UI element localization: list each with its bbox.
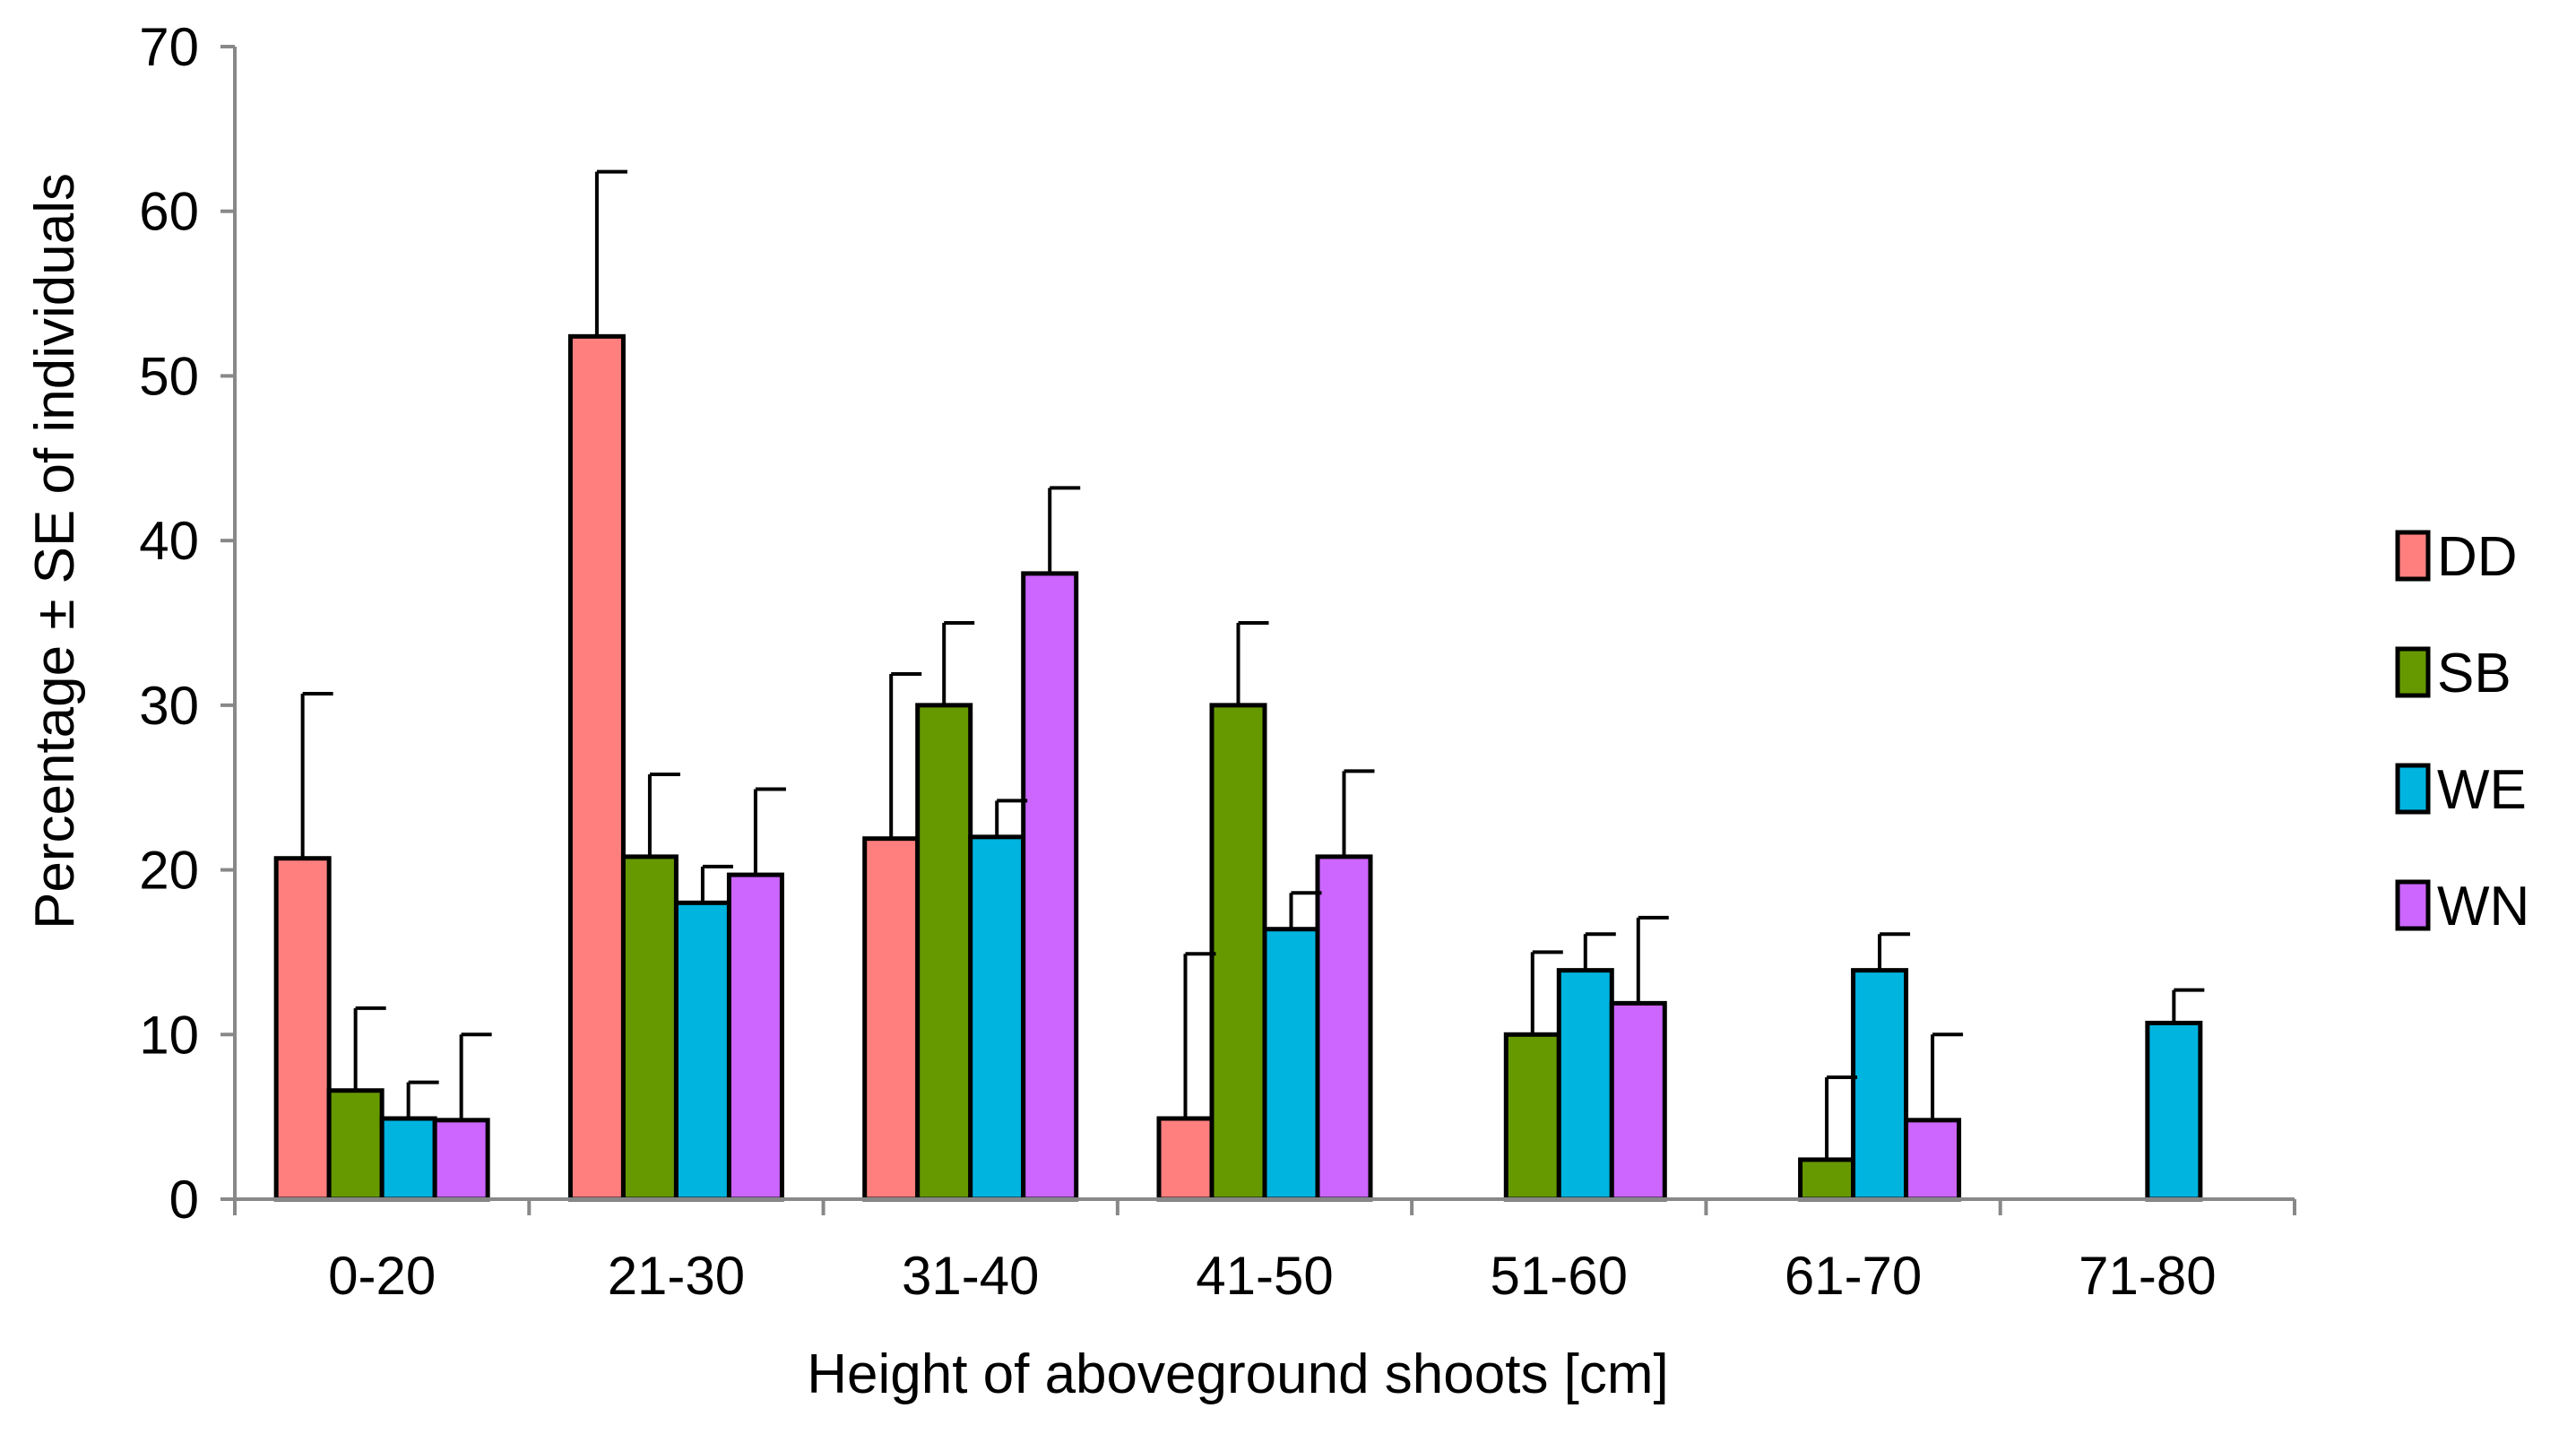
- y-tick-label: 40: [139, 511, 199, 571]
- y-ticks-group: 0 10 20 30 40 50 60 70: [139, 17, 235, 1230]
- bar-dd: [1156, 1116, 1215, 1202]
- y-tick-label: 10: [139, 1005, 199, 1065]
- bar-we: [968, 834, 1026, 1202]
- legend-label-wn: WN: [2437, 876, 2529, 937]
- bars-group: [273, 333, 2203, 1202]
- bar-sb: [1209, 703, 1267, 1202]
- bar-sb: [915, 703, 973, 1202]
- bar-wn: [1021, 571, 1079, 1202]
- y-tick-label: 60: [139, 182, 199, 242]
- legend-swatch-we: [2395, 763, 2431, 815]
- legend-swatch-wn: [2395, 879, 2431, 931]
- x-tick-label: 31-40: [902, 1246, 1039, 1306]
- bar-wn: [1904, 1118, 1962, 1202]
- bar-sb: [620, 854, 679, 1202]
- y-tick-label: 50: [139, 346, 199, 406]
- bar-sb: [326, 1088, 385, 1202]
- bar-we: [1556, 968, 1614, 1202]
- bar-we: [379, 1116, 437, 1202]
- legend: DD SB WE WN: [2395, 526, 2529, 937]
- bar-we: [1262, 927, 1320, 1202]
- y-tick-label: 20: [139, 841, 199, 901]
- bar-sb: [1798, 1157, 1856, 1202]
- bar-wn: [1609, 1000, 1667, 1202]
- x-tick-label: 41-50: [1196, 1246, 1333, 1306]
- x-ticks-group: 0-20 21-30 31-40 41-50 51-60 61-70 71-80: [233, 1199, 2296, 1306]
- x-tick-label: 71-80: [2079, 1246, 2216, 1306]
- bar-we: [2145, 1020, 2203, 1202]
- legend-swatch-sb: [2395, 646, 2431, 698]
- bar-we: [673, 900, 731, 1202]
- error-bars-group: [300, 169, 2205, 1160]
- x-tick-label: 61-70: [1785, 1246, 1922, 1306]
- legend-label-sb: SB: [2437, 643, 2511, 704]
- bar-dd: [862, 836, 921, 1202]
- y-tick-label: 30: [139, 676, 199, 736]
- x-axis-title: Height of aboveground shoots [cm]: [807, 1343, 1669, 1405]
- legend-label-we: WE: [2437, 759, 2527, 821]
- legend-swatch-dd: [2395, 530, 2431, 582]
- bar-we: [1851, 968, 1909, 1202]
- y-tick-label: 70: [139, 17, 199, 77]
- bar-wn: [726, 872, 784, 1202]
- bar-wn: [432, 1118, 490, 1202]
- x-tick-label: 0-20: [328, 1246, 436, 1306]
- x-tick-label: 21-30: [608, 1246, 745, 1306]
- bar-dd: [567, 333, 626, 1202]
- y-tick-label: 0: [169, 1170, 199, 1230]
- bar-wn: [1315, 854, 1373, 1202]
- legend-label-dd: DD: [2437, 526, 2518, 588]
- y-axis-title: Percentage ± SE of individuals: [24, 173, 86, 929]
- x-tick-label: 51-60: [1491, 1246, 1628, 1306]
- bar-dd: [273, 856, 332, 1202]
- axes-group: [233, 47, 2295, 1201]
- bar-sb: [1503, 1032, 1561, 1202]
